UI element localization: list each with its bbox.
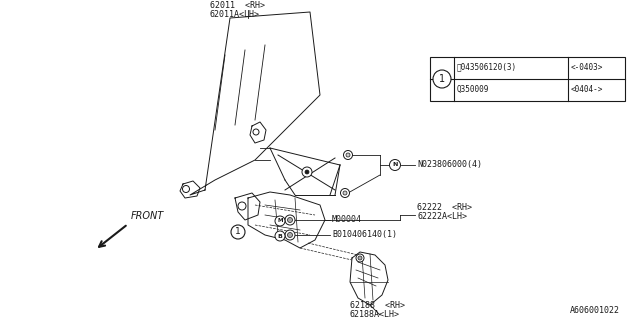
Text: B: B xyxy=(278,234,282,238)
Text: N: N xyxy=(392,163,397,167)
Text: <-0403>: <-0403> xyxy=(571,62,604,71)
Text: B010406140(1): B010406140(1) xyxy=(332,230,397,239)
Text: 62011A<LH>: 62011A<LH> xyxy=(210,10,260,19)
Circle shape xyxy=(231,225,245,239)
Text: M: M xyxy=(277,219,283,223)
Circle shape xyxy=(285,230,295,240)
Circle shape xyxy=(238,202,246,210)
Circle shape xyxy=(302,167,312,177)
Circle shape xyxy=(356,254,364,262)
Circle shape xyxy=(346,153,350,157)
Circle shape xyxy=(182,186,189,193)
Circle shape xyxy=(275,216,285,226)
Text: 62222A<LH>: 62222A<LH> xyxy=(417,212,467,221)
Circle shape xyxy=(253,129,259,135)
Text: 62188  <RH>: 62188 <RH> xyxy=(350,301,405,310)
Text: M00004: M00004 xyxy=(332,215,362,225)
Circle shape xyxy=(287,218,292,222)
Text: Ⓢ043506120(3): Ⓢ043506120(3) xyxy=(457,62,517,71)
Circle shape xyxy=(343,191,347,195)
Text: 1: 1 xyxy=(235,228,241,236)
Text: 62222  <RH>: 62222 <RH> xyxy=(417,203,472,212)
Circle shape xyxy=(358,256,362,260)
Text: FRONT: FRONT xyxy=(131,211,164,221)
Text: 1: 1 xyxy=(439,74,445,84)
Text: N023806000(4): N023806000(4) xyxy=(417,161,482,170)
Bar xyxy=(430,57,625,101)
Circle shape xyxy=(344,150,353,159)
Circle shape xyxy=(285,215,295,225)
Text: Q350009: Q350009 xyxy=(457,84,490,93)
Text: <0404->: <0404-> xyxy=(571,84,604,93)
Text: 62011  <RH>: 62011 <RH> xyxy=(210,1,265,10)
Circle shape xyxy=(433,70,451,88)
Circle shape xyxy=(275,231,285,241)
Circle shape xyxy=(390,159,401,171)
Circle shape xyxy=(340,188,349,197)
Circle shape xyxy=(305,170,309,174)
Text: A606001022: A606001022 xyxy=(570,306,620,315)
Circle shape xyxy=(287,233,292,237)
Text: 62188A<LH>: 62188A<LH> xyxy=(350,310,400,319)
